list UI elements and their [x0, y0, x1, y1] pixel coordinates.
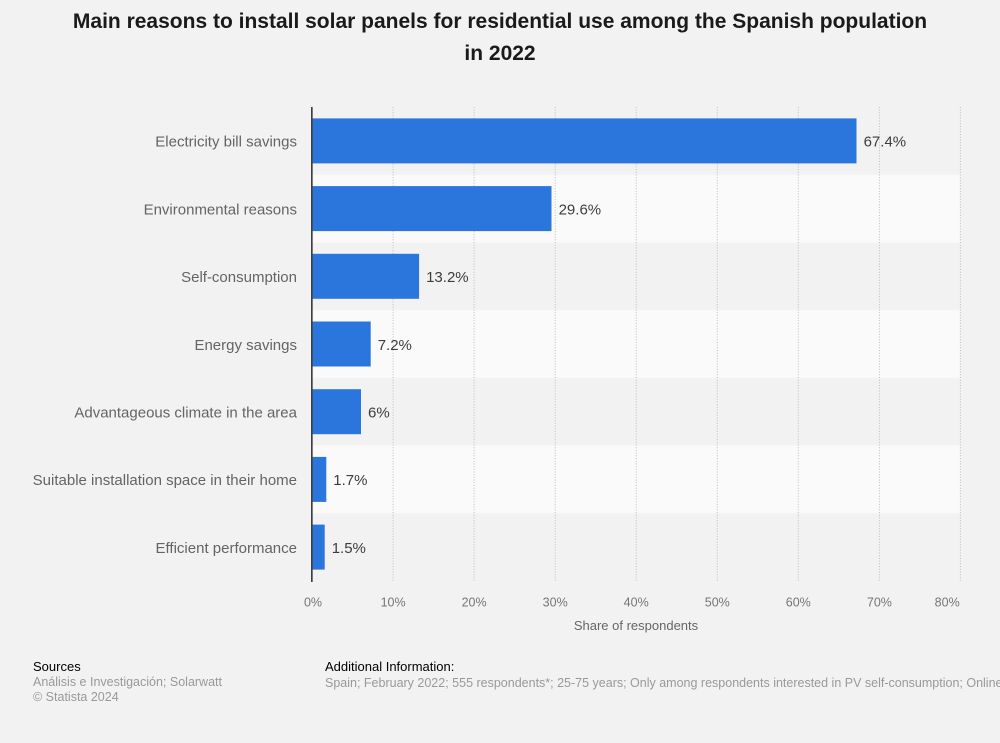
svg-text:Self-consumption: Self-consumption	[181, 269, 297, 286]
svg-text:40%: 40%	[624, 596, 649, 610]
svg-text:0%: 0%	[304, 596, 322, 610]
svg-text:70%: 70%	[867, 596, 892, 610]
svg-text:Share of respondents: Share of respondents	[574, 618, 699, 633]
svg-text:20%: 20%	[462, 596, 487, 610]
svg-text:1.7%: 1.7%	[333, 472, 367, 489]
svg-text:Energy savings: Energy savings	[194, 337, 297, 354]
svg-text:60%: 60%	[786, 596, 811, 610]
svg-text:50%: 50%	[705, 596, 730, 610]
svg-text:Electricity bill savings: Electricity bill savings	[155, 134, 297, 151]
svg-text:7.2%: 7.2%	[378, 337, 412, 354]
svg-text:Suitable installation space in: Suitable installation space in their hom…	[33, 472, 297, 489]
svg-text:67.4%: 67.4%	[864, 134, 907, 151]
svg-text:Efficient performance: Efficient performance	[156, 540, 297, 557]
svg-text:1.5%: 1.5%	[332, 540, 366, 557]
svg-text:30%: 30%	[543, 596, 568, 610]
svg-text:Advantageous climate in the ar: Advantageous climate in the area	[74, 405, 297, 422]
svg-text:13.2%: 13.2%	[426, 269, 469, 286]
svg-text:80%: 80%	[935, 596, 960, 610]
svg-text:29.6%: 29.6%	[559, 201, 602, 218]
svg-text:Environmental reasons: Environmental reasons	[144, 201, 297, 218]
svg-text:6%: 6%	[368, 405, 390, 422]
svg-text:10%: 10%	[381, 596, 406, 610]
